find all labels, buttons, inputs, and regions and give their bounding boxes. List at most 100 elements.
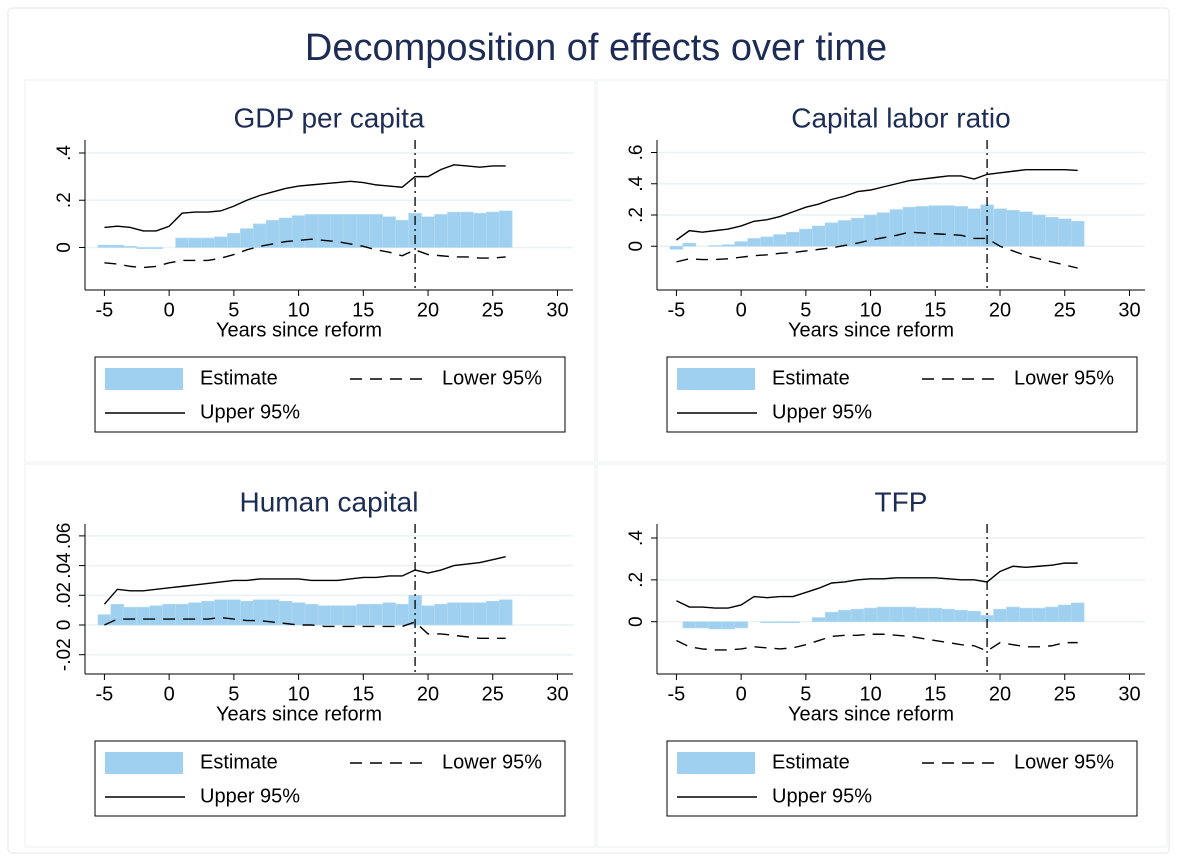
- x-tick-label: 10: [287, 299, 309, 321]
- bar: [721, 621, 735, 630]
- bar: [902, 606, 917, 622]
- line: [676, 168, 1078, 241]
- x-tick-label: 25: [1054, 683, 1076, 705]
- y-tick-label: .2: [54, 192, 75, 208]
- bar: [97, 244, 112, 248]
- legend-label: Estimate: [200, 367, 278, 389]
- bar: [915, 607, 930, 622]
- bar: [317, 605, 332, 626]
- bar: [369, 603, 384, 626]
- bar: [721, 244, 735, 247]
- bar: [278, 600, 293, 626]
- bar: [369, 214, 384, 248]
- bar: [330, 605, 345, 626]
- bar: [214, 236, 228, 248]
- line: [676, 562, 1078, 609]
- bar: [123, 245, 138, 248]
- legend-label: Estimate: [772, 751, 850, 773]
- bar: [993, 208, 1007, 247]
- bar: [201, 600, 215, 626]
- bar: [149, 247, 163, 249]
- bar: [252, 223, 267, 248]
- bar: [954, 609, 968, 622]
- bar: [1045, 606, 1059, 622]
- legend-label: Estimate: [772, 367, 850, 389]
- y-tick-label: .4: [626, 175, 647, 191]
- bar: [434, 603, 448, 626]
- bar: [136, 606, 151, 626]
- y-tick-label: .4: [626, 530, 647, 546]
- legend-label: Lower 95%: [442, 751, 542, 773]
- x-tick-label: 30: [546, 683, 568, 705]
- bar: [1019, 211, 1033, 247]
- bar: [473, 212, 487, 248]
- figure-title: Decomposition of effects over time: [305, 27, 887, 69]
- bar: [227, 599, 241, 626]
- line: [104, 616, 506, 640]
- x-axis-label: Years since reform: [788, 319, 954, 341]
- bar: [188, 602, 202, 626]
- bar: [1045, 217, 1059, 247]
- x-tick-label: 15: [352, 299, 374, 321]
- bar: [214, 599, 228, 626]
- line: [676, 231, 1078, 269]
- y-tick-label: 0: [626, 616, 647, 627]
- bar: [1032, 607, 1046, 622]
- bar: [773, 234, 787, 247]
- x-axis-label: Years since reform: [788, 703, 954, 725]
- bar: [786, 231, 800, 247]
- panel-title: TFP: [875, 486, 928, 517]
- x-tick-label: 5: [228, 683, 239, 705]
- x-tick-label: 20: [417, 683, 439, 705]
- bar: [863, 607, 878, 622]
- bar: [343, 605, 358, 626]
- bar: [812, 225, 826, 247]
- bar: [993, 608, 1007, 622]
- bar: [291, 215, 306, 248]
- panel-title: Human capital: [240, 486, 419, 517]
- line: [103, 555, 506, 605]
- bar: [421, 605, 435, 626]
- y-tick-label: -.02: [54, 638, 75, 671]
- legend-label: Upper 95%: [772, 401, 872, 423]
- legend-swatch: [105, 752, 183, 774]
- x-tick-label: 0: [164, 299, 175, 321]
- bar: [473, 602, 487, 626]
- panel-border: [596, 463, 1168, 848]
- bar: [773, 621, 787, 624]
- x-tick-label: -5: [668, 683, 686, 705]
- bar: [1006, 210, 1020, 247]
- bar: [498, 210, 513, 248]
- bar: [954, 206, 968, 247]
- line: [676, 633, 1078, 652]
- bar: [928, 205, 943, 247]
- bar: [498, 599, 513, 626]
- x-tick-label: 20: [989, 299, 1011, 321]
- y-tick-label: 0: [54, 242, 75, 253]
- x-tick-label: 10: [859, 683, 881, 705]
- bar: [941, 205, 956, 247]
- bar: [876, 606, 891, 622]
- x-tick-label: -5: [96, 683, 114, 705]
- bar: [708, 621, 723, 630]
- x-tick-label: 0: [736, 299, 747, 321]
- y-tick-label: .2: [626, 572, 647, 588]
- bar: [1070, 220, 1085, 247]
- bar: [734, 621, 748, 629]
- bar: [201, 237, 215, 248]
- bar: [278, 217, 293, 248]
- x-axis-label: Years since reform: [216, 319, 382, 341]
- legend-swatch: [677, 752, 755, 774]
- bar: [941, 608, 956, 622]
- bar: [447, 211, 461, 248]
- bar: [149, 605, 163, 626]
- x-tick-label: 15: [924, 299, 946, 321]
- bar: [876, 212, 891, 247]
- legend-label: Lower 95%: [1014, 751, 1114, 773]
- bar: [812, 617, 826, 622]
- x-tick-label: 20: [989, 683, 1011, 705]
- bar: [356, 603, 371, 626]
- legend-swatch: [677, 368, 755, 390]
- x-tick-label: 15: [924, 683, 946, 705]
- bar: [850, 608, 865, 622]
